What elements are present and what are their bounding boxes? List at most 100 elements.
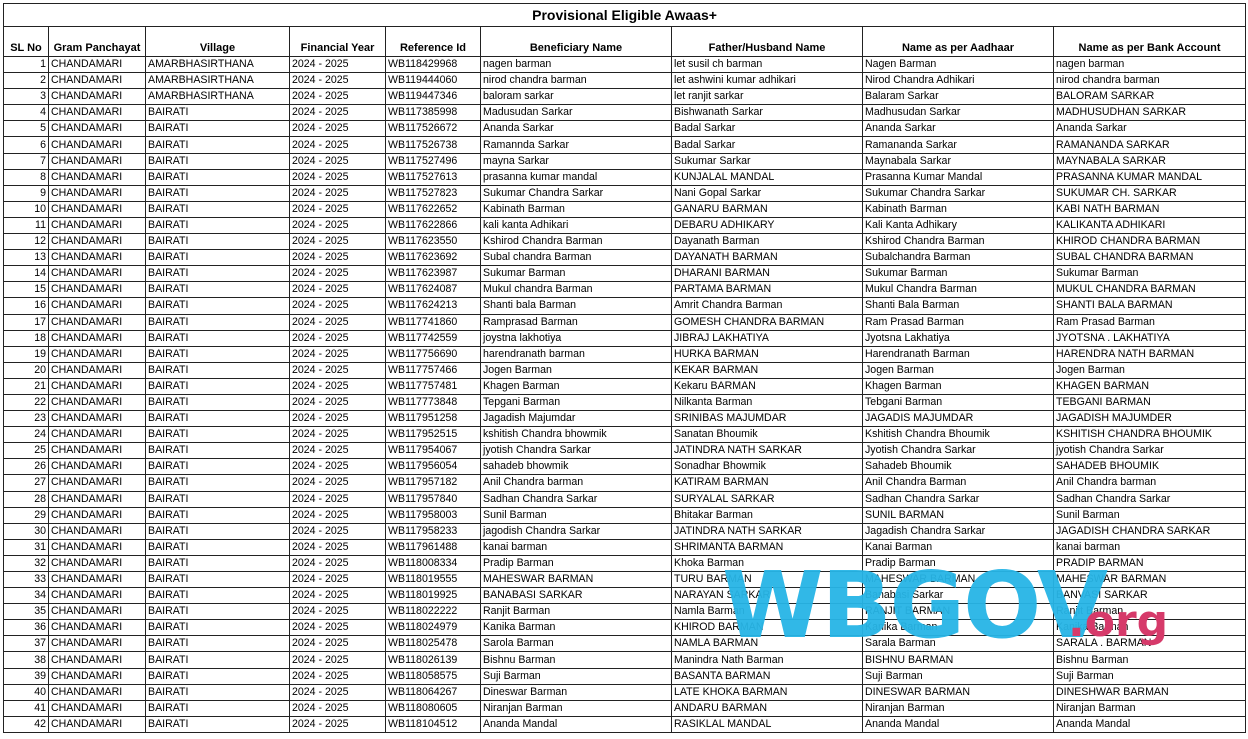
cell-father-husband-name: HURKA BARMAN bbox=[671, 345, 863, 363]
cell-sl-no: 25 bbox=[3, 442, 49, 460]
cell-reference-id: WB118024979 bbox=[385, 619, 481, 637]
cell-bank-account-name: JAGADISH CHANDRA SARKAR bbox=[1052, 522, 1247, 540]
table-row: 17 CHANDAMARI BAIRATI 2024 - 2025 WB11774186… bbox=[3, 313, 1247, 331]
cell-sl-no: 31 bbox=[3, 538, 49, 556]
table-row: 1 CHANDAMARI AMARBHASIRTHANA 2024 - 2025 WB1… bbox=[3, 55, 1247, 74]
table-row: 36 CHANDAMARI BAIRATI 2024 - 2025 WB11802497… bbox=[3, 619, 1247, 637]
cell-village: BAIRATI bbox=[145, 136, 290, 154]
cell-sl-no: 6 bbox=[3, 136, 49, 154]
cell-aadhaar-name: SUNIL BARMAN bbox=[862, 506, 1054, 524]
cell-bank-account-name: nagen barman bbox=[1052, 55, 1247, 74]
cell-sl-no: 41 bbox=[3, 699, 49, 717]
cell-sl-no: 23 bbox=[3, 410, 49, 428]
table-row: 38 CHANDAMARI BAIRATI 2024 - 2025 WB11802613… bbox=[3, 651, 1247, 669]
cell-father-husband-name: DEBARU ADHIKARY bbox=[671, 216, 863, 235]
cell-aadhaar-name: Kabinath Barman bbox=[862, 200, 1054, 218]
column-header-aadhaar-name: Name as per Aadhaar bbox=[862, 26, 1054, 57]
cell-gram-panchayat: CHANDAMARI bbox=[48, 651, 146, 669]
cell-reference-id: WB117757466 bbox=[385, 361, 481, 379]
cell-aadhaar-name: Kanika Barman bbox=[862, 619, 1054, 637]
cell-bank-account-name: TEBGANI BARMAN bbox=[1052, 393, 1247, 412]
cell-reference-id: WB117951258 bbox=[385, 410, 481, 428]
cell-beneficiary-name: Dineswar Barman bbox=[480, 683, 672, 701]
cell-beneficiary-name: prasanna kumar mandal bbox=[480, 168, 672, 186]
cell-gram-panchayat: CHANDAMARI bbox=[48, 168, 146, 186]
cell-gram-panchayat: CHANDAMARI bbox=[48, 667, 146, 685]
cell-beneficiary-name: kshitish Chandra bhowmik bbox=[480, 426, 672, 444]
cell-gram-panchayat: CHANDAMARI bbox=[48, 377, 146, 395]
cell-reference-id: WB117742559 bbox=[385, 329, 481, 347]
cell-village: BAIRATI bbox=[145, 699, 290, 717]
cell-father-husband-name: TURU BARMAN bbox=[671, 570, 863, 589]
table-row: 22 CHANDAMARI BAIRATI 2024 - 2025 WB11777384… bbox=[3, 393, 1247, 412]
table-row: 19 CHANDAMARI BAIRATI 2024 - 2025 WB11775669… bbox=[3, 345, 1247, 363]
cell-beneficiary-name: Jagadish Majumdar bbox=[480, 410, 672, 428]
cell-father-husband-name: let ashwini kumar adhikari bbox=[671, 72, 863, 90]
column-header-village: Village bbox=[145, 26, 290, 57]
table-row: 28 CHANDAMARI BAIRATI 2024 - 2025 WB11795784… bbox=[3, 490, 1247, 508]
cell-gram-panchayat: CHANDAMARI bbox=[48, 426, 146, 444]
cell-sl-no: 29 bbox=[3, 506, 49, 524]
cell-aadhaar-name: Sahadeb Bhoumik bbox=[862, 458, 1054, 476]
cell-father-husband-name: Bishwanath Sarkar bbox=[671, 104, 863, 122]
cell-gram-panchayat: CHANDAMARI bbox=[48, 152, 146, 170]
cell-bank-account-name: JYOTSNA . LAKHATIYA bbox=[1052, 329, 1247, 347]
cell-beneficiary-name: Pradip Barman bbox=[480, 554, 672, 573]
cell-reference-id: WB118026139 bbox=[385, 651, 481, 669]
cell-aadhaar-name: Sukumar Barman bbox=[862, 265, 1054, 283]
cell-village: BAIRATI bbox=[145, 281, 290, 299]
table-row: 6 CHANDAMARI BAIRATI 2024 - 2025 WB117526738… bbox=[3, 136, 1247, 154]
cell-father-husband-name: PARTAMA BARMAN bbox=[671, 281, 863, 299]
table-row: 9 CHANDAMARI BAIRATI 2024 - 2025 WB117527823… bbox=[3, 184, 1247, 202]
cell-aadhaar-name: Harendranath Barman bbox=[862, 345, 1054, 363]
cell-aadhaar-name: MAHESWAR BARMAN bbox=[862, 570, 1054, 589]
cell-financial-year: 2024 - 2025 bbox=[289, 329, 386, 347]
cell-sl-no: 13 bbox=[3, 249, 49, 267]
cell-financial-year: 2024 - 2025 bbox=[289, 506, 386, 524]
cell-village: BAIRATI bbox=[145, 554, 290, 573]
cell-aadhaar-name: Ananda Sarkar bbox=[862, 120, 1054, 138]
cell-gram-panchayat: CHANDAMARI bbox=[48, 506, 146, 524]
cell-sl-no: 1 bbox=[3, 55, 49, 74]
cell-gram-panchayat: CHANDAMARI bbox=[48, 474, 146, 492]
cell-village: BAIRATI bbox=[145, 522, 290, 540]
cell-village: BAIRATI bbox=[145, 587, 290, 605]
cell-reference-id: WB119444060 bbox=[385, 72, 481, 90]
cell-village: BAIRATI bbox=[145, 120, 290, 138]
cell-sl-no: 22 bbox=[3, 393, 49, 412]
table-row: 31 CHANDAMARI BAIRATI 2024 - 2025 WB11796148… bbox=[3, 538, 1247, 556]
cell-aadhaar-name: Jyotish Chandra Sarkar bbox=[862, 442, 1054, 460]
cell-reference-id: WB118008334 bbox=[385, 554, 481, 573]
table-row: 27 CHANDAMARI BAIRATI 2024 - 2025 WB11795718… bbox=[3, 474, 1247, 492]
cell-gram-panchayat: CHANDAMARI bbox=[48, 554, 146, 573]
cell-gram-panchayat: CHANDAMARI bbox=[48, 265, 146, 283]
cell-financial-year: 2024 - 2025 bbox=[289, 361, 386, 379]
cell-financial-year: 2024 - 2025 bbox=[289, 120, 386, 138]
cell-father-husband-name: Nani Gopal Sarkar bbox=[671, 184, 863, 202]
table-row: 42 CHANDAMARI BAIRATI 2024 - 2025 WB11810451… bbox=[3, 715, 1247, 733]
cell-financial-year: 2024 - 2025 bbox=[289, 683, 386, 701]
cell-village: AMARBHASIRTHANA bbox=[145, 72, 290, 90]
cell-financial-year: 2024 - 2025 bbox=[289, 442, 386, 460]
cell-village: BAIRATI bbox=[145, 651, 290, 669]
cell-father-husband-name: JATINDRA NATH SARKAR bbox=[671, 522, 863, 540]
cell-beneficiary-name: Ananda Mandal bbox=[480, 715, 672, 733]
cell-village: BAIRATI bbox=[145, 570, 290, 589]
cell-reference-id: WB117958003 bbox=[385, 506, 481, 524]
cell-financial-year: 2024 - 2025 bbox=[289, 184, 386, 202]
cell-beneficiary-name: harendranath barman bbox=[480, 345, 672, 363]
cell-aadhaar-name: Sarala Barman bbox=[862, 635, 1054, 653]
cell-gram-panchayat: CHANDAMARI bbox=[48, 603, 146, 621]
cell-financial-year: 2024 - 2025 bbox=[289, 216, 386, 235]
cell-aadhaar-name: Kshitish Chandra Bhoumik bbox=[862, 426, 1054, 444]
cell-beneficiary-name: sahadeb bhowmik bbox=[480, 458, 672, 476]
cell-gram-panchayat: CHANDAMARI bbox=[48, 313, 146, 331]
cell-sl-no: 28 bbox=[3, 490, 49, 508]
cell-father-husband-name: Kekaru BARMAN bbox=[671, 377, 863, 395]
cell-bank-account-name: SUKUMAR CH. SARKAR bbox=[1052, 184, 1247, 202]
cell-father-husband-name: Nilkanta Barman bbox=[671, 393, 863, 412]
cell-financial-year: 2024 - 2025 bbox=[289, 603, 386, 621]
cell-reference-id: WB117624213 bbox=[385, 297, 481, 315]
cell-village: BAIRATI bbox=[145, 361, 290, 379]
cell-beneficiary-name: Sunil Barman bbox=[480, 506, 672, 524]
